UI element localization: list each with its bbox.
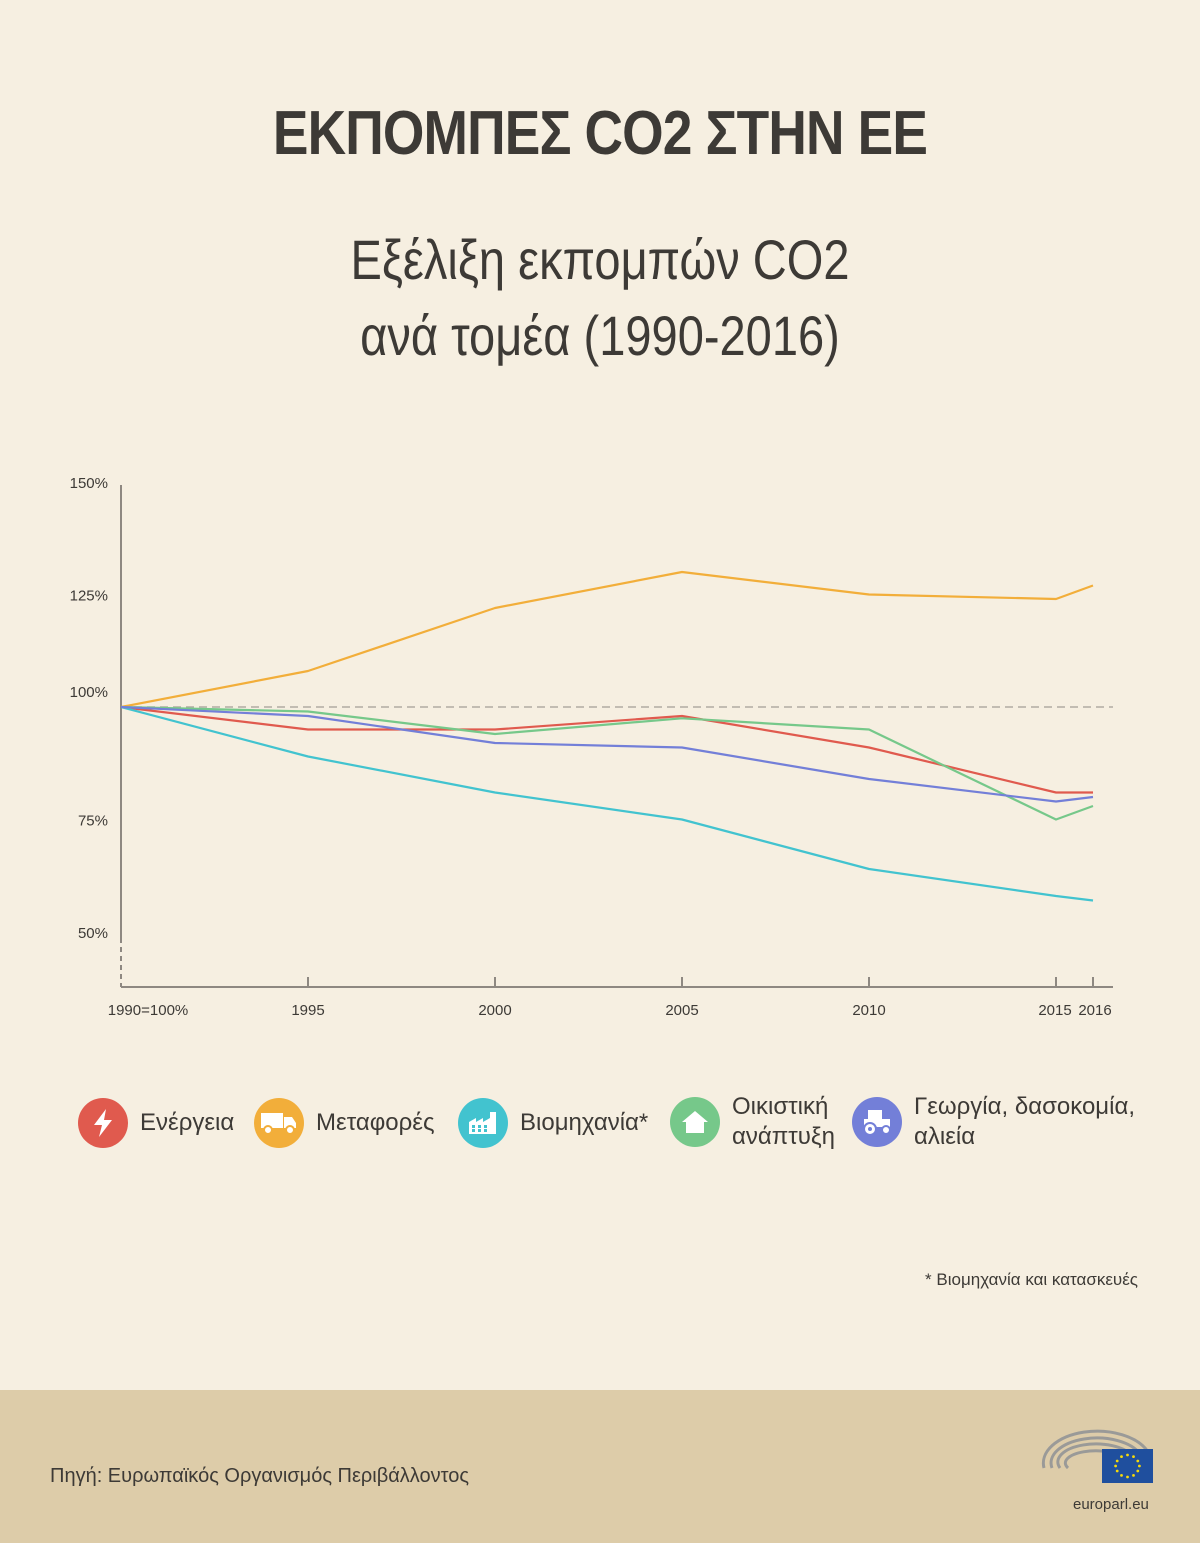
legend: Ενέργεια Μεταφορές Βιομηχανία* Οικιστική… [78,1093,1138,1168]
chart-tick-labels: 1990=100% 1995 2000 2005 2010 2015 2016 150% 125… [70,475,1112,1019]
x-tick-label: 2015 [1038,1002,1071,1019]
truck-icon [254,1098,304,1148]
legend-label: Μεταφορές [316,1109,435,1136]
legend-label-line-1: Οικιστική [732,1093,829,1120]
legend-label: Γεωργία, δασοκομία, αλιεία [914,1092,1135,1152]
series-line [120,705,1094,821]
footer: Πηγή: Ευρωπαϊκός Οργανισμός Περιβάλλοντο… [0,1390,1200,1543]
subtitle-line-1: Εξέλιξη εκπομπών CO2 [350,228,850,291]
legend-item-energy: Ενέργεια [78,1098,234,1148]
y-tick-label: 100% [70,684,108,701]
lightning-icon [78,1098,128,1148]
page-title: ΕΚΠΟΜΠΕΣ CO2 ΣΤΗΝ ΕΕ [272,99,928,168]
legend-label: Βιομηχανία* [520,1109,649,1136]
chart-subtitle: Εξέλιξη εκπομπών CO2 ανά τομέα (1990-201… [96,222,1104,374]
legend-item-industry: Βιομηχανία* [458,1098,648,1148]
series-line [120,705,1094,902]
y-tick-label: 125% [70,588,108,605]
series-line [120,570,1094,709]
series-line [120,705,1093,794]
europarl-link[interactable]: europarl.eu [1073,1496,1149,1513]
x-tick-label: 1990=100% [108,1002,189,1019]
x-tick-label: 1995 [291,1002,324,1019]
series-line [120,705,1094,803]
source-text: Πηγή: Ευρωπαϊκός Οργανισμός Περιβάλλοντο… [50,1465,469,1487]
x-tick-label: 2010 [852,1002,885,1019]
subtitle-line-2: ανά τομέα (1990-2016) [360,304,840,367]
y-tick-label: 50% [78,925,108,942]
x-tick-label: 2005 [665,1002,698,1019]
legend-item-transport: Μεταφορές [254,1098,435,1148]
tractor-icon [852,1097,902,1147]
line-chart: 1990=100% 1995 2000 2005 2010 2015 2016 150% 125… [70,475,1113,1019]
footnote: * Βιομηχανία και κατασκευές [925,1270,1138,1289]
x-tick-label: 2016 [1078,1002,1111,1019]
legend-label: Οικιστική ανάπτυξη [732,1092,835,1152]
legend-item-residential: Οικιστική ανάπτυξη [670,1092,835,1152]
x-tick-label: 2000 [478,1002,511,1019]
y-tick-label: 75% [78,813,108,830]
house-icon [670,1097,720,1147]
legend-item-agriculture: Γεωργία, δασοκομία, αλιεία [852,1092,1135,1152]
chart-axes [120,485,1113,988]
legend-label-line-2: αλιεία [914,1123,976,1150]
y-tick-label: 150% [70,475,108,492]
legend-label: Ενέργεια [140,1109,235,1136]
legend-label-line-1: Γεωργία, δασοκομία, [914,1093,1136,1120]
europarl-logo[interactable] [1040,1428,1155,1488]
factory-icon [458,1098,508,1148]
legend-label-line-2: ανάπτυξη [732,1123,836,1150]
chart-series [120,570,1094,902]
